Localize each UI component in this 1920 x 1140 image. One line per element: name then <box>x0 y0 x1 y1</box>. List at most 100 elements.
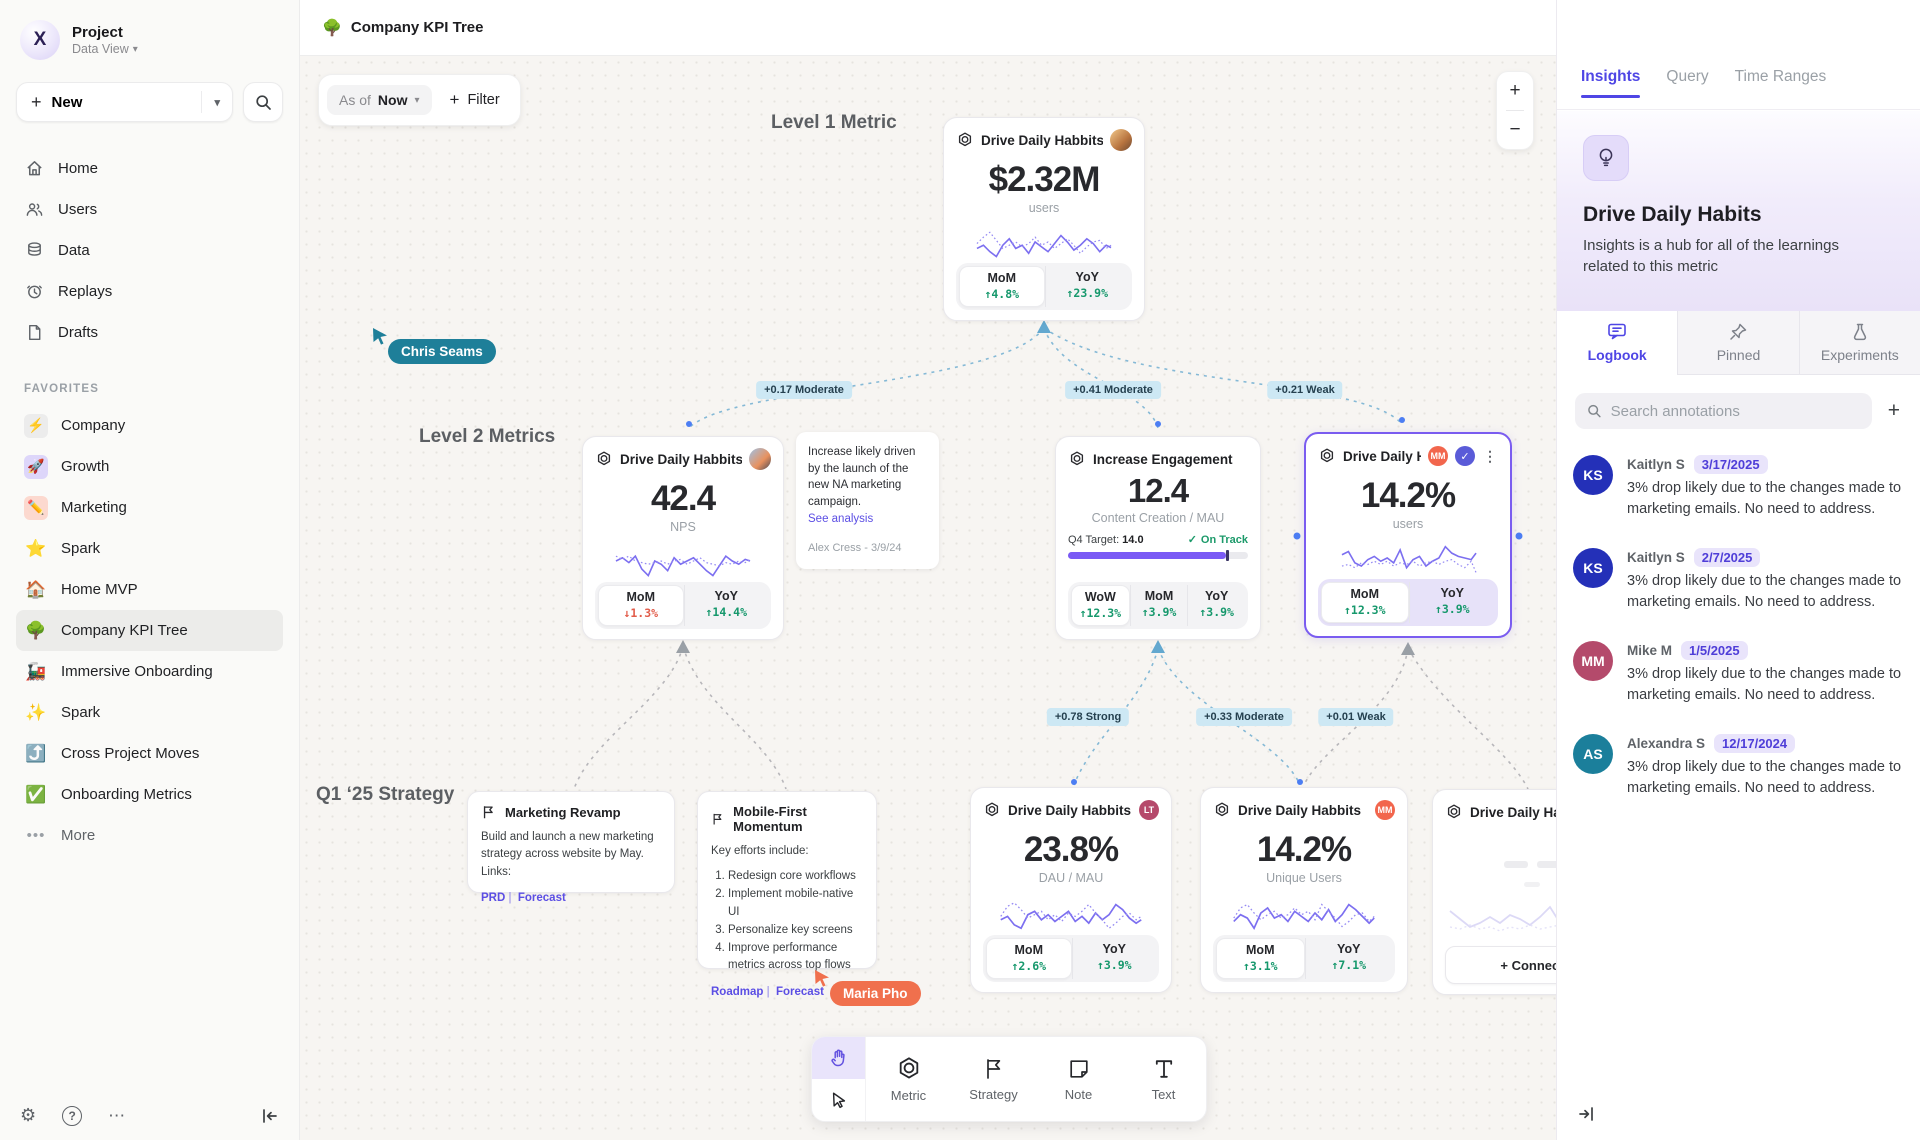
subtab-logbook[interactable]: Logbook <box>1557 311 1678 375</box>
train-icon: 🚂 <box>25 661 47 681</box>
strategy-item: Implement mobile-native UI <box>728 886 863 922</box>
stat-yoy[interactable]: YoY ↑7.1% <box>1304 938 1393 979</box>
strategy-title: Mobile-First Momentum <box>733 804 807 834</box>
favorite-label: Onboarding Metrics <box>61 786 192 803</box>
tab-time-ranges[interactable]: Time Ranges <box>1734 68 1827 85</box>
sparkline-chart <box>1449 905 1556 932</box>
annotation-item[interactable]: AS Alexandra S 12/17/2024 3% drop likely… <box>1573 733 1904 800</box>
stat-yoy[interactable]: YoY ↑14.4% <box>683 585 769 626</box>
sidebar-item-onboarding-metrics[interactable]: ✅ Onboarding Metrics <box>16 774 283 815</box>
collapse-sidebar-icon[interactable] <box>261 1108 279 1124</box>
metric-card-increase-engagement[interactable]: Increase Engagement 12.4 Content Creatio… <box>1055 436 1261 640</box>
tab-query[interactable]: Query <box>1666 68 1709 85</box>
sidebar-item-marketing[interactable]: ✏️ Marketing <box>16 487 283 528</box>
collaborator-badge: MM <box>1428 446 1448 466</box>
ellipsis-icon[interactable]: ⋯ <box>108 1105 127 1125</box>
select-tool-button[interactable] <box>812 1079 865 1121</box>
sidebar-footer: ⚙ ? ⋯ <box>0 1105 299 1126</box>
add-annotation-button[interactable]: + <box>1882 397 1906 425</box>
annotation-author: Kaitlyn S <box>1627 457 1685 472</box>
sidebar-item-growth[interactable]: 🚀 Growth <box>16 446 283 487</box>
stat-mom[interactable]: MoM ↑3.9% <box>1129 585 1188 626</box>
sidebar-item-spark[interactable]: ⭐ Spark <box>16 528 283 569</box>
annotation-search[interactable] <box>1575 393 1872 429</box>
chevron-down-icon[interactable]: ▾ <box>214 96 220 109</box>
workspace-switcher[interactable]: X Project Data View ▾ <box>16 18 283 60</box>
sidebar-item-company[interactable]: ⚡ Company <box>16 405 283 446</box>
metric-card-drive-daily-habbits-unique[interactable]: Drive Daily Habbits MM 14.2% Unique User… <box>1200 787 1408 993</box>
help-icon[interactable]: ? <box>62 1105 83 1126</box>
stat-mom[interactable]: MoM ↑12.3% <box>1321 582 1409 623</box>
sidebar-more-button[interactable]: ••• More <box>16 815 283 855</box>
sidebar-item-home[interactable]: Home <box>16 148 283 189</box>
tool-label: Note <box>1064 1086 1093 1102</box>
strategy-tool-button[interactable]: Strategy <box>951 1037 1036 1121</box>
metric-card-unconnected[interactable]: Drive Daily Hab + Connect <box>1432 789 1556 995</box>
hand-tool-button[interactable] <box>812 1037 865 1079</box>
as-of-label: As of <box>339 92 371 108</box>
prd-link[interactable]: PRD <box>481 891 506 904</box>
subtab-experiments[interactable]: Experiments <box>1798 311 1920 375</box>
search-button[interactable] <box>243 82 283 122</box>
filter-button[interactable]: + Filter <box>438 83 512 117</box>
sidebar-item-drafts[interactable]: Drafts <box>16 312 283 353</box>
sidebar-item-users[interactable]: Users <box>16 189 283 230</box>
stat-yoy[interactable]: YoY ↑23.9% <box>1044 266 1130 307</box>
kpi-tree-canvas[interactable]: As of Now ▾ + Filter + − Level 1 Metric … <box>300 55 1556 1140</box>
see-analysis-link[interactable]: See analysis <box>808 512 874 525</box>
strategy-body: Key efforts include: <box>711 845 809 857</box>
search-annotations-input[interactable] <box>1610 402 1860 420</box>
connect-button[interactable]: + Connect <box>1445 946 1556 984</box>
metric-icon <box>899 1056 918 1078</box>
sidebar-item-company-kpi-tree[interactable]: 🌳 Company KPI Tree <box>16 610 283 651</box>
avatar: KS <box>1573 455 1613 495</box>
annotation-note-card[interactable]: Increase likely driven by the launch of … <box>796 432 939 570</box>
stat-yoy[interactable]: YoY ↑3.9% <box>1071 938 1157 979</box>
edge-weight-badge: +0.17 Moderate <box>756 381 852 399</box>
gear-icon[interactable]: ⚙ <box>20 1105 37 1125</box>
forecast-link[interactable]: Forecast <box>505 892 566 904</box>
sidebar-item-home-mvp[interactable]: 🏠 Home MVP <box>16 569 283 610</box>
note-tool-button[interactable]: Note <box>1036 1037 1121 1121</box>
favorite-label: Spark <box>61 704 101 721</box>
sidebar-item-replays[interactable]: Replays <box>16 271 283 312</box>
metric-value: 42.4 <box>650 479 716 518</box>
sidebar-item-spark-2[interactable]: ✨ Spark <box>16 692 283 733</box>
sidebar-item-immersive-onboarding[interactable]: 🚂 Immersive Onboarding <box>16 651 283 692</box>
collapse-panel-icon[interactable] <box>1577 1106 1595 1122</box>
sidebar-item-data[interactable]: Data <box>16 230 283 271</box>
metric-tool-button[interactable]: Metric <box>866 1037 951 1121</box>
stat-wow[interactable]: WoW ↑12.3% <box>1071 585 1130 626</box>
annotation-item[interactable]: KS Kaitlyn S 2/7/2025 3% drop likely due… <box>1573 547 1904 614</box>
stat-mom[interactable]: MoM ↑4.8% <box>959 266 1045 307</box>
text-tool-button[interactable]: Text <box>1121 1037 1206 1121</box>
roadmap-link[interactable]: Roadmap <box>711 986 764 999</box>
stat-yoy[interactable]: YoY ↑3.9% <box>1187 585 1245 626</box>
zoom-in-button[interactable]: + <box>1497 72 1533 110</box>
tree-icon: 🌳 <box>25 620 47 640</box>
note-text: Increase likely driven by the launch of … <box>808 446 916 509</box>
stat-yoy[interactable]: YoY ↑3.9% <box>1408 582 1496 623</box>
annotation-item[interactable]: MM Mike M 1/5/2025 3% drop likely due to… <box>1573 640 1904 707</box>
annotation-item[interactable]: KS Kaitlyn S 3/17/2025 3% drop likely du… <box>1573 455 1904 521</box>
stat-mom[interactable]: MoM ↑3.1% <box>1216 938 1305 979</box>
lightbulb-chip <box>1583 135 1629 181</box>
strategy-card-marketing-revamp[interactable]: Marketing Revamp Build and launch a new … <box>467 791 675 904</box>
as-of-selector[interactable]: As of Now ▾ <box>327 85 432 115</box>
new-button[interactable]: + New ▾ <box>16 82 233 122</box>
panel-metric-title: Drive Daily Habits <box>1583 203 1762 226</box>
metric-card-drive-daily-habbits-l1[interactable]: Drive Daily Habbits $2.32M users MoM ↑4.8… <box>943 117 1145 321</box>
strategy-card-mobile-first-momentum[interactable]: Mobile-First Momentum Key efforts includ… <box>697 791 877 998</box>
stat-mom[interactable]: MoM ↓1.3% <box>598 585 684 626</box>
sidebar-item-cross-project-moves[interactable]: ⤴️ Cross Project Moves <box>16 733 283 774</box>
tab-insights[interactable]: Insights <box>1581 68 1641 98</box>
subtab-pinned[interactable]: Pinned <box>1677 311 1799 375</box>
stat-mom[interactable]: MoM ↑2.6% <box>986 938 1072 979</box>
metric-card-drive-daily-habbits-nps[interactable]: Drive Daily Habbits 42.4 NPS MoM ↓1.3% Yo… <box>582 436 784 640</box>
forecast-link[interactable]: Forecast <box>763 986 824 998</box>
kebab-menu-icon[interactable]: ⋮ <box>1483 448 1497 464</box>
metric-card-drive-daily-habbits-dau[interactable]: Drive Daily Habbits LT 23.8% DAU / MAU M… <box>970 787 1172 993</box>
metric-card-drive-daily-habbits-selected[interactable]: Drive Daily Habb.. MM ✓ ⋮ 14.2% users Mo… <box>1304 432 1512 638</box>
zoom-out-button[interactable]: − <box>1497 111 1533 149</box>
